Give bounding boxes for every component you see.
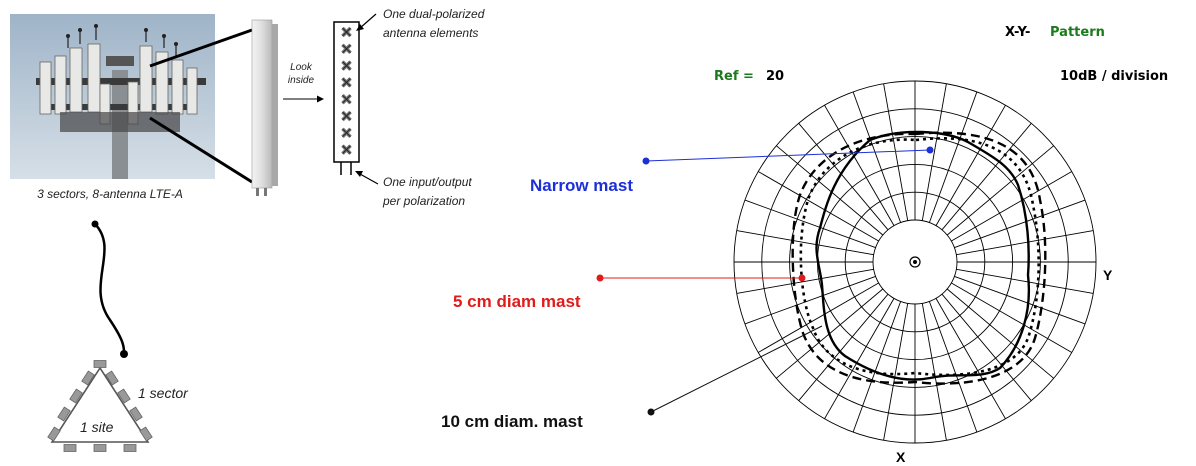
panel-antenna	[251, 19, 278, 196]
polar-radial	[941, 123, 1032, 231]
polar-radial	[956, 268, 1094, 294]
antenna-element-icon	[341, 60, 352, 71]
sector-antenna-icon	[57, 406, 71, 422]
polar-radial	[744, 275, 876, 325]
polar-radial	[921, 83, 947, 221]
polar-radial	[798, 123, 889, 231]
callout-narrow-line	[642, 146, 934, 165]
polar-radial	[824, 298, 895, 420]
sector-antenna-icon	[117, 388, 131, 404]
polar-radial	[852, 91, 902, 223]
callout-10cm-mast: 10 cm diam. mast	[441, 412, 583, 431]
axis-x-label: X	[896, 449, 906, 465]
scale-label: 10dB / division	[1060, 69, 1168, 84]
look-inside-line1: Look	[290, 62, 313, 73]
polar-radial	[757, 171, 879, 242]
ref-label: Ref =	[714, 69, 754, 84]
io-label-line2: per polarization	[382, 194, 465, 208]
sector-antenna-icon	[123, 444, 137, 452]
site-triangle	[47, 360, 153, 452]
look-inside-arrow	[283, 95, 324, 103]
callout-10cm-line	[647, 325, 823, 416]
sector-antenna-icon	[63, 444, 77, 452]
polar-pattern	[733, 80, 1097, 444]
pattern-10cm-mast	[815, 130, 1031, 381]
sector-label: 1 sector	[138, 385, 189, 401]
elements-label-line2: antenna elements	[383, 26, 478, 40]
site-connector	[91, 220, 128, 358]
polar-radial	[935, 104, 1006, 226]
antenna-element-icon	[341, 110, 352, 122]
polar-radial	[954, 275, 1086, 325]
pattern-title-prefix: X-Y-	[1005, 25, 1030, 40]
io-pointer-arrow	[355, 171, 379, 185]
sector-antenna-icon	[139, 426, 153, 442]
ref-value: 20	[766, 69, 784, 84]
polar-radial	[954, 199, 1086, 249]
antenna-element-icon	[341, 127, 352, 139]
sector-antenna-icon	[81, 370, 95, 386]
polar-radial	[883, 83, 909, 221]
sector-antenna-icon	[47, 426, 61, 442]
polar-radial	[935, 298, 1006, 420]
sector-antenna-icon	[93, 360, 107, 368]
polar-radial	[956, 230, 1094, 256]
sector-antenna-icon	[93, 444, 107, 452]
polar-radial	[776, 145, 884, 236]
photo-caption: 3 sectors, 8-antenna LTE-A	[37, 187, 183, 201]
element-pointer-arrow	[356, 13, 377, 31]
sector-antenna-icon	[105, 370, 119, 386]
polar-radial	[824, 104, 895, 226]
polar-radial	[928, 91, 978, 223]
polar-radial	[736, 230, 874, 256]
polar-radial	[951, 282, 1073, 353]
polar-radial	[946, 288, 1054, 379]
antenna-element-icon	[341, 93, 352, 105]
io-label-line1: One input/output	[383, 175, 472, 189]
antenna-element-icon	[341, 144, 352, 155]
tower-photo	[10, 14, 215, 179]
look-inside-line2: inside	[288, 75, 315, 86]
polar-radial	[744, 199, 876, 249]
polar-radial	[951, 171, 1073, 242]
polar-radial	[757, 282, 879, 353]
polar-radial	[946, 145, 1054, 236]
polar-radial	[883, 303, 909, 441]
pattern-5cm-mast	[799, 137, 1040, 377]
pattern-title-word: Pattern	[1050, 25, 1105, 40]
callout-narrow-mast: Narrow mast	[530, 176, 633, 195]
sector-antenna-icon	[129, 406, 143, 422]
antenna-element-icon	[341, 77, 352, 88]
sector-antenna-icon	[69, 388, 83, 404]
polar-radial	[928, 301, 978, 433]
antenna-element-icon	[341, 26, 352, 38]
callout-5cm-mast: 5 cm diam mast	[453, 292, 581, 311]
pattern-narrow-mast	[791, 131, 1047, 385]
polar-radial	[921, 303, 947, 441]
polar-radial	[798, 293, 889, 401]
polar-radial	[941, 293, 1032, 401]
photo-to-panel-lines	[149, 28, 253, 184]
site-label: 1 site	[80, 419, 114, 435]
elements-label-line1: One dual-polarized	[383, 7, 485, 21]
polar-radial	[852, 301, 902, 433]
polar-radial	[736, 268, 874, 294]
axis-y-label: Y	[1103, 267, 1113, 283]
antenna-element-icon	[341, 43, 352, 55]
antenna-internal-schematic	[333, 21, 360, 175]
callout-5cm-line	[596, 274, 806, 282]
